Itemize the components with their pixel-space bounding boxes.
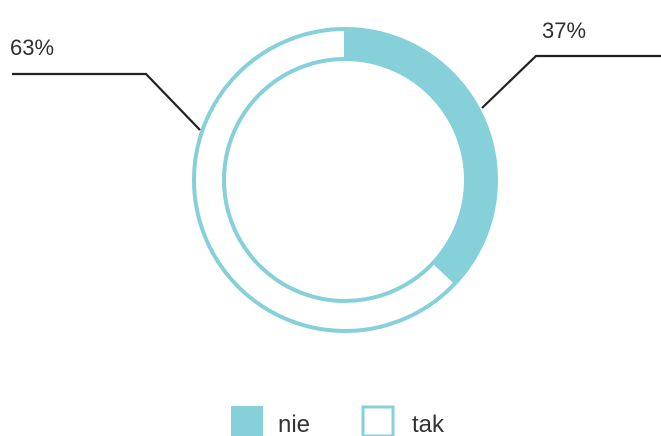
donut-segment-tak-inner-outline — [222, 57, 468, 303]
callout-label-nie: 37% — [542, 18, 586, 43]
callout-label-tak: 63% — [10, 35, 54, 60]
legend-swatch-tak — [361, 405, 395, 436]
leader-line-nie — [481, 54, 661, 109]
legend-label-tak: tak — [412, 411, 445, 436]
ring-group — [192, 27, 498, 333]
legend: nie tak — [231, 405, 445, 436]
legend-label-nie: nie — [278, 411, 310, 436]
leader-line-tak — [12, 72, 201, 131]
donut-segment-nie — [344, 27, 497, 285]
legend-swatch-nie — [231, 406, 263, 436]
